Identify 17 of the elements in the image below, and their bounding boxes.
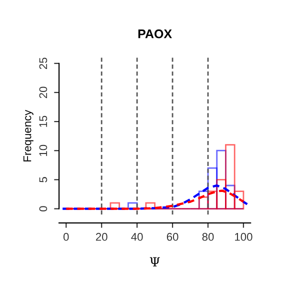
x-tick-label: 100: [235, 232, 252, 241]
x-tick-label: 40: [131, 232, 143, 241]
line-series: [65, 190, 245, 210]
x-tick-label: 80: [202, 232, 214, 241]
y-tick-label: 0: [39, 206, 48, 212]
x-tick-label: 0: [63, 232, 69, 241]
y-axis-title: Frequency: [23, 110, 34, 162]
y-tick-label: 20: [39, 86, 48, 98]
y-tick-label: 10: [39, 144, 48, 156]
x-tick-label: 60: [166, 232, 178, 241]
x-axis-title: Ψ: [150, 257, 160, 266]
y-tick-label: 15: [39, 116, 48, 127]
line-series: [61, 184, 250, 210]
chart-title: PAOX: [138, 29, 172, 38]
x-tick-label: 20: [96, 232, 108, 241]
y-tick-label: 5: [39, 177, 48, 182]
y-tick-label: 25: [39, 58, 48, 70]
